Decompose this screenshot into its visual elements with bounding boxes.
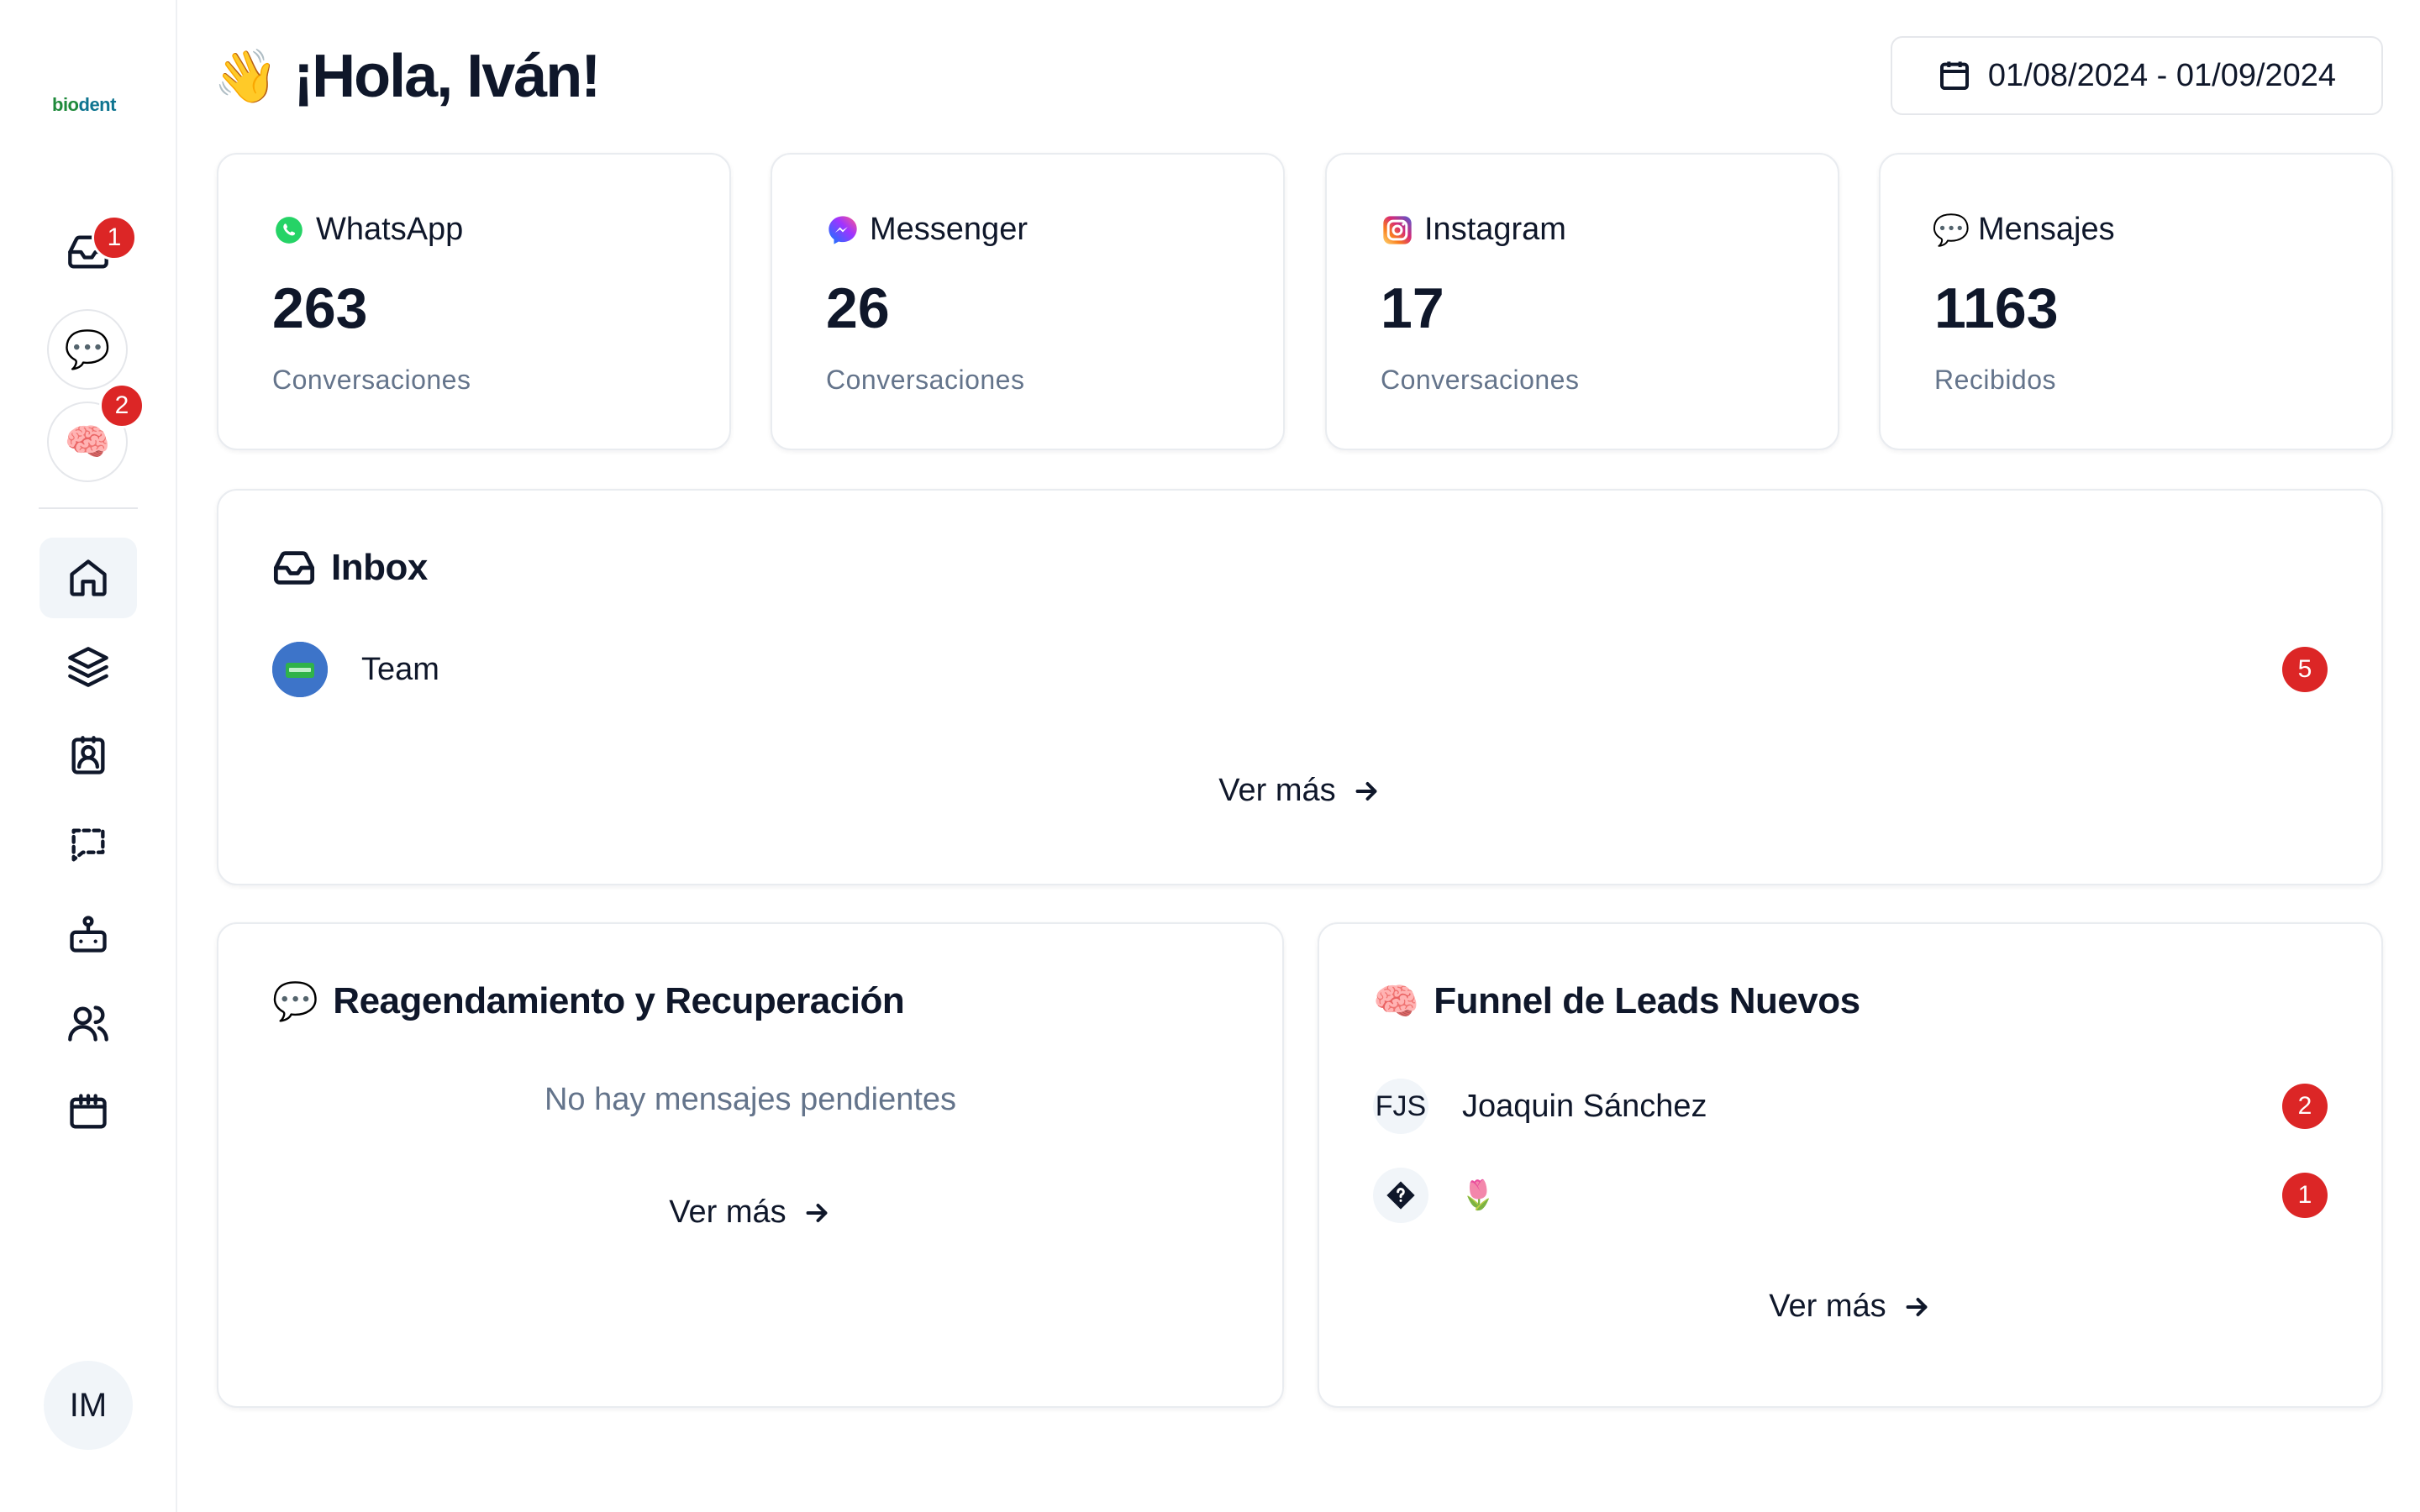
calendar-box-icon (70, 1094, 107, 1129)
lead-name: 🌷 (1460, 1179, 1497, 1211)
stat-value: 17 (1381, 276, 1444, 340)
sidebar-item-messages[interactable] (39, 805, 137, 885)
layers-icon (68, 647, 108, 687)
stat-card-whatsapp[interactable]: WhatsApp 263 Conversaciones (217, 153, 731, 450)
stat-label: Messenger (870, 212, 1028, 247)
stat-sublabel: Conversaciones (1381, 365, 1580, 395)
messenger-icon (826, 213, 860, 247)
arrow-right-icon (1906, 1297, 1928, 1316)
stat-sublabel: Conversaciones (272, 365, 471, 395)
sidebar-item-calendar[interactable] (39, 1072, 137, 1152)
inbox-title: Inbox (272, 546, 428, 590)
sidebar: biodent 1 💬 🧠 2 IM (0, 0, 177, 1512)
unread-count-badge: 1 (2282, 1173, 2328, 1218)
sidebar-item-layers[interactable] (39, 627, 137, 707)
greeting-header: 👋 ¡Hola, Iván! (213, 42, 601, 111)
stat-label: Mensajes (1978, 212, 2115, 247)
see-more-label: Ver más (1218, 773, 1336, 808)
inbox-card: Inbox Team 5 Ver más (217, 489, 2383, 885)
inbox-icon (273, 551, 315, 585)
inbox-badge: 1 (92, 215, 137, 260)
reagendamiento-card: 💬 Reagendamiento y Recuperación No hay m… (217, 922, 1284, 1408)
calendar-icon (1939, 61, 1969, 91)
stat-label: Instagram (1424, 212, 1566, 247)
users-icon (68, 1005, 108, 1042)
funnel-card: 🧠 Funnel de Leads Nuevos FJS Joaquin Sán… (1318, 922, 2383, 1408)
brain-icon: 🧠 (1373, 981, 1419, 1022)
sidebar-divider (39, 507, 138, 509)
stat-value: 26 (826, 276, 890, 340)
waving-hand-icon: 👋 (213, 47, 279, 106)
see-more-label: Ver más (669, 1194, 786, 1230)
brain-badge: 2 (99, 383, 145, 428)
inbox-row-name: Team (361, 651, 439, 687)
empty-state-text: No hay mensajes pendientes (544, 1082, 957, 1117)
reagendamiento-title-label: Reagendamiento y Recuperación (333, 980, 905, 1021)
sidebar-item-home[interactable] (39, 538, 137, 618)
speech-bubble-icon: 💬 (272, 981, 318, 1022)
date-range-label: 01/08/2024 - 01/09/2024 (1987, 57, 2337, 93)
reagendamiento-see-more-button[interactable]: Ver más (218, 1194, 1282, 1231)
stat-card-mensajes[interactable]: 💬 Mensajes 1163 Recibidos (1879, 153, 2393, 450)
stat-value: 1163 (1934, 276, 2059, 340)
sidebar-chat-button[interactable]: 💬 (47, 309, 128, 390)
stat-label: WhatsApp (316, 212, 464, 247)
whatsapp-icon (272, 213, 306, 247)
arrow-right-icon (1355, 781, 1377, 801)
bot-icon (70, 916, 107, 953)
inbox-see-more-button[interactable]: Ver más (218, 773, 2381, 809)
brain-icon: 🧠 (64, 422, 111, 463)
stat-value: 263 (272, 276, 368, 340)
stat-card-instagram[interactable]: Instagram 17 Conversaciones (1325, 153, 1839, 450)
sidebar-item-contacts[interactable] (39, 716, 137, 796)
team-avatar (272, 642, 328, 697)
reagendamiento-title: 💬 Reagendamiento y Recuperación (272, 979, 905, 1023)
date-range-picker[interactable]: 01/08/2024 - 01/09/2024 (1891, 36, 2383, 115)
contact-card-icon (71, 736, 105, 774)
funnel-title-label: Funnel de Leads Nuevos (1434, 980, 1860, 1021)
funnel-title: 🧠 Funnel de Leads Nuevos (1373, 979, 1860, 1023)
question-diamond-icon (1386, 1181, 1415, 1210)
funnel-row-tulip[interactable]: 🌷 1 (1373, 1168, 2328, 1223)
instagram-icon (1381, 213, 1414, 247)
biodent-logo[interactable]: biodent (52, 94, 116, 115)
sidebar-brain-button[interactable]: 🧠 2 (47, 383, 145, 482)
stat-sublabel: Recibidos (1934, 365, 2057, 395)
arrow-right-icon (806, 1203, 828, 1222)
speech-bubble-icon: 💬 (64, 329, 111, 370)
unread-count-badge: 5 (2282, 647, 2328, 692)
stat-card-messenger[interactable]: Messenger 26 Conversaciones (771, 153, 1285, 450)
inbox-row-team[interactable]: Team 5 (272, 642, 2328, 697)
funnel-see-more-button[interactable]: Ver más (1319, 1289, 2381, 1325)
home-icon (70, 559, 107, 596)
funnel-row-joaquin[interactable]: FJS Joaquin Sánchez 2 (1373, 1079, 2328, 1134)
see-more-label: Ver más (1769, 1289, 1886, 1324)
user-avatar[interactable]: IM (44, 1361, 133, 1450)
speech-bubble-icon: 💬 (1932, 212, 1970, 247)
sidebar-item-bot[interactable] (39, 894, 137, 974)
unread-count-badge: 2 (2282, 1084, 2328, 1129)
lead-name: Joaquin Sánchez (1462, 1088, 1707, 1124)
dashed-message-icon (71, 828, 105, 862)
lead-avatar-initials: FJS (1373, 1079, 1428, 1134)
unknown-avatar (1373, 1168, 1428, 1223)
sidebar-inbox-button[interactable]: 1 (39, 212, 137, 292)
page-title: ¡Hola, Iván! (293, 43, 601, 110)
sidebar-item-users[interactable] (39, 983, 137, 1063)
inbox-title-label: Inbox (331, 547, 428, 588)
stat-sublabel: Conversaciones (826, 365, 1025, 395)
